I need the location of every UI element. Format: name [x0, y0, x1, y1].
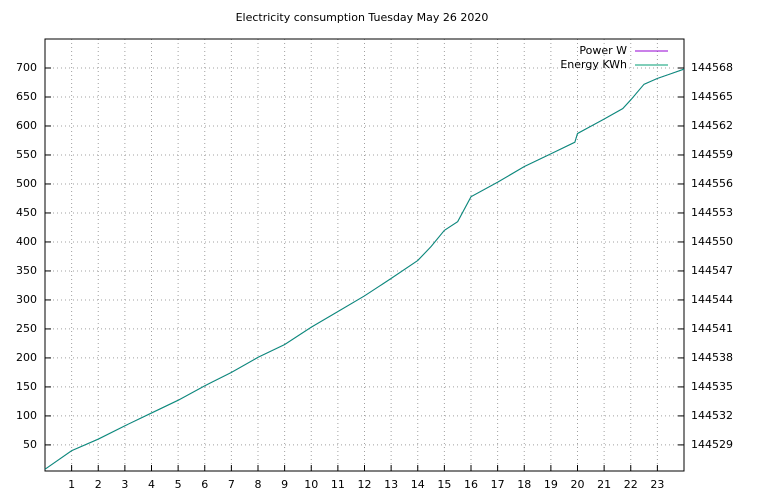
y-tick-label: 400: [16, 235, 37, 248]
x-tick-label: 9: [281, 478, 288, 491]
x-tick-label: 20: [571, 478, 585, 491]
x-tick-label: 1: [68, 478, 75, 491]
x-tick-label: 5: [175, 478, 182, 491]
x-tick-label: 2: [95, 478, 102, 491]
y-tick-label: 300: [16, 293, 37, 306]
x-tick-label: 3: [121, 478, 128, 491]
y2-tick-label: 144568: [691, 61, 733, 74]
y-tick-label: 550: [16, 148, 37, 161]
y-tick-label: 100: [16, 409, 37, 422]
x-tick-label: 14: [411, 478, 425, 491]
x-tick-label: 22: [624, 478, 638, 491]
legend-label: Energy KWh: [560, 58, 627, 71]
chart-title: Electricity consumption Tuesday May 26 2…: [236, 11, 489, 24]
x-tick-label: 6: [201, 478, 208, 491]
y-tick-label: 650: [16, 90, 37, 103]
y2-tick-label: 144553: [691, 206, 733, 219]
x-tick-label: 11: [331, 478, 345, 491]
x-tick-label: 12: [358, 478, 372, 491]
x-tick-label: 7: [228, 478, 235, 491]
y2-tick-label: 144559: [691, 148, 733, 161]
y2-tick-label: 144532: [691, 409, 733, 422]
x-tick-label: 8: [255, 478, 262, 491]
legend-label: Power W: [579, 44, 627, 57]
x-tick-label: 15: [437, 478, 451, 491]
y-tick-label: 450: [16, 206, 37, 219]
y2-tick-label: 144529: [691, 438, 733, 451]
x-tick-label: 23: [650, 478, 664, 491]
y-tick-label: 200: [16, 351, 37, 364]
y2-tick-label: 144544: [691, 293, 733, 306]
y2-tick-label: 144550: [691, 235, 733, 248]
y-tick-label: 250: [16, 322, 37, 335]
data-line: [44, 68, 685, 470]
y2-tick-label: 144562: [691, 119, 733, 132]
x-tick-label: 4: [148, 478, 155, 491]
x-tick-label: 18: [517, 478, 531, 491]
x-tick-label: 13: [384, 478, 398, 491]
y2-tick-label: 144565: [691, 90, 733, 103]
y-tick-label: 50: [23, 438, 37, 451]
y-tick-label: 150: [16, 380, 37, 393]
y-tick-label: 700: [16, 61, 37, 74]
y2-tick-label: 144535: [691, 380, 733, 393]
x-tick-label: 17: [491, 478, 505, 491]
y2-tick-label: 144538: [691, 351, 733, 364]
y-tick-label: 500: [16, 177, 37, 190]
y2-tick-label: 144541: [691, 322, 733, 335]
x-tick-label: 10: [304, 478, 318, 491]
grid: [45, 39, 684, 471]
x-tick-label: 16: [464, 478, 478, 491]
x-tick-label: 21: [597, 478, 611, 491]
y2-tick-label: 144556: [691, 177, 733, 190]
x-tick-label: 19: [544, 478, 558, 491]
y-tick-label: 600: [16, 119, 37, 132]
y-tick-label: 350: [16, 264, 37, 277]
y2-tick-label: 144547: [691, 264, 733, 277]
